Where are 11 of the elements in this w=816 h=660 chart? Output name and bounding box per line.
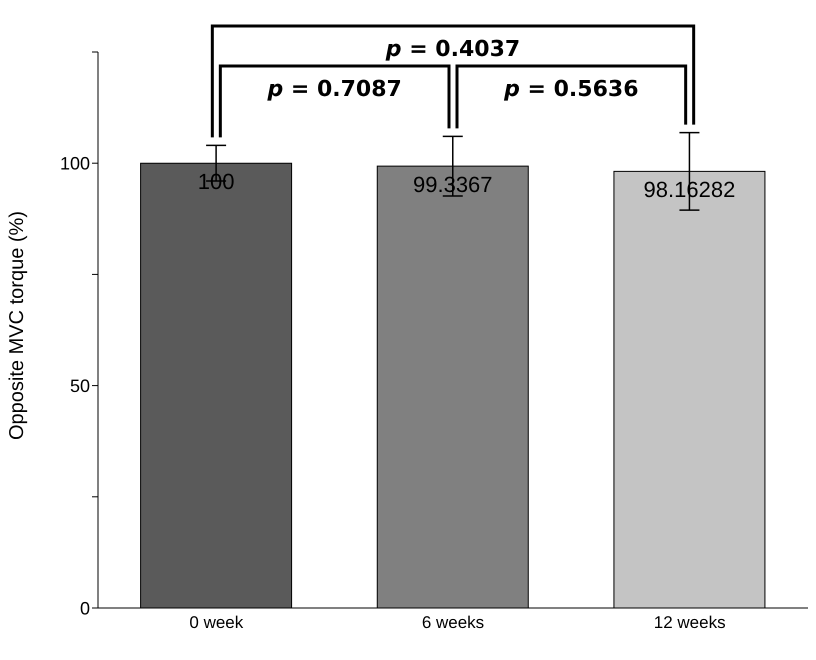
x-tick-label: 0 week [189, 613, 244, 632]
annotation: p = 0.5636 [503, 77, 639, 102]
x-tick-label: 6 weeks [422, 613, 484, 632]
y-tick-label: 0 [80, 598, 90, 618]
y-axis-title: Opposite MVC torque (%) [6, 211, 28, 440]
y-tick-label: 100 [60, 154, 90, 174]
data-label: 100 [198, 168, 234, 194]
annotation: p = 0.4037 [384, 37, 520, 62]
x-tick-label: 12 weeks [654, 613, 726, 632]
y-tick-label: 50 [70, 376, 90, 396]
annotation: p = 0.7087 [266, 77, 402, 102]
